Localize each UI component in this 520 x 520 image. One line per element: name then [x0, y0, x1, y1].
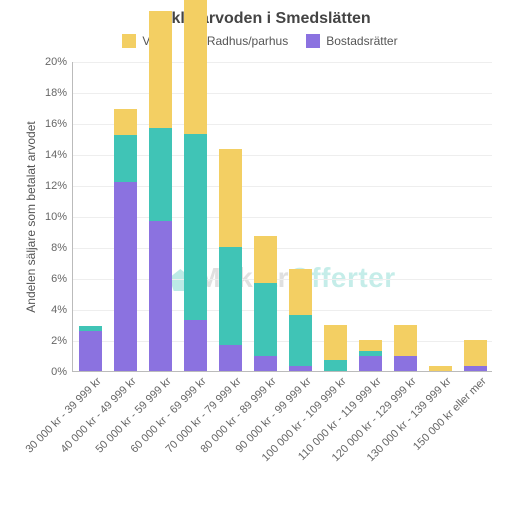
bar-segment: [289, 269, 313, 316]
bar-segment: [79, 331, 103, 371]
legend-swatch: [122, 34, 136, 48]
y-tick: 4%: [51, 304, 73, 316]
y-tick: 2%: [51, 335, 73, 347]
stacked-bar: [359, 340, 383, 371]
bar-segment: [184, 320, 208, 371]
bar-slot: 40 000 kr - 49 999 kr: [108, 62, 143, 371]
stacked-bar: [394, 325, 418, 372]
legend-item: Bostadsrätter: [306, 34, 397, 48]
stacked-bar: [149, 11, 173, 371]
bar-segment: [464, 340, 488, 366]
bar-segment: [359, 356, 383, 372]
y-tick: 16%: [45, 118, 73, 130]
bar-segment: [149, 11, 173, 127]
bar-segment: [114, 182, 138, 371]
y-tick: 8%: [51, 242, 73, 254]
bar-slot: 70 000 kr - 79 999 kr: [213, 62, 248, 371]
stacked-bar: [254, 236, 278, 371]
chart-title: Mäklararvoden i Smedslätten: [0, 0, 520, 28]
legend-swatch: [306, 34, 320, 48]
bar-segment: [114, 109, 138, 135]
y-tick: 20%: [45, 56, 73, 68]
bar-segment: [184, 134, 208, 320]
stacked-bar: [219, 149, 243, 371]
bar-slot: 60 000 kr - 69 999 kr: [178, 62, 213, 371]
bar-slot: 90 000 kr - 99 999 kr: [283, 62, 318, 371]
bar-slot: 80 000 kr - 89 999 kr: [248, 62, 283, 371]
bar-segment: [359, 340, 383, 351]
legend-label: Bostadsrätter: [326, 34, 397, 48]
bar-slot: 150 000 kr eller mer: [458, 62, 493, 371]
bar-segment: [464, 366, 488, 371]
bar-segment: [394, 356, 418, 372]
legend-label: Radhus/parhus: [207, 34, 288, 48]
bar-segment: [114, 135, 138, 182]
y-axis-label: Andelen säljare som betalat arvodet: [24, 121, 38, 312]
bar-segment: [394, 325, 418, 356]
legend: VillorRadhus/parhusBostadsrätter: [0, 28, 520, 52]
bar-segment: [184, 0, 208, 134]
stacked-bar: [429, 366, 453, 371]
bar-segment: [219, 149, 243, 247]
bar-segment: [254, 236, 278, 283]
bar-segment: [149, 221, 173, 371]
bar-slot: 50 000 kr - 59 999 kr: [143, 62, 178, 371]
bar-slot: 100 000 kr - 109 999 kr: [318, 62, 353, 371]
stacked-bar: [464, 340, 488, 371]
plot: MäklarOfferter 0%2%4%6%8%10%12%14%16%18%…: [72, 62, 492, 372]
stacked-bar: [79, 326, 103, 371]
y-tick: 6%: [51, 273, 73, 285]
bar-segment: [324, 360, 348, 371]
bar-segment: [289, 366, 313, 371]
bar-segment: [219, 247, 243, 345]
bar-slot: 30 000 kr - 39 999 kr: [73, 62, 108, 371]
bar-segment: [219, 345, 243, 371]
y-tick: 18%: [45, 87, 73, 99]
bar-segment: [289, 315, 313, 366]
bar-segment: [149, 128, 173, 221]
y-tick: 14%: [45, 149, 73, 161]
y-tick: 0%: [51, 366, 73, 378]
stacked-bar: [114, 109, 138, 371]
stacked-bar: [184, 0, 208, 371]
y-tick: 10%: [45, 211, 73, 223]
bar-segment: [324, 325, 348, 361]
bar-segment: [429, 366, 453, 371]
chart-area: MäklarOfferter 0%2%4%6%8%10%12%14%16%18%…: [72, 62, 492, 372]
y-tick: 12%: [45, 180, 73, 192]
stacked-bar: [289, 269, 313, 371]
stacked-bar: [324, 325, 348, 371]
bar-segment: [254, 356, 278, 372]
bar-segment: [254, 283, 278, 356]
bar-slot: 120 000 kr - 129 999 kr: [388, 62, 423, 371]
bar-slot: 130 000 kr - 139 999 kr: [423, 62, 458, 371]
bar-slot: 110 000 kr - 119 999 kr: [353, 62, 388, 371]
